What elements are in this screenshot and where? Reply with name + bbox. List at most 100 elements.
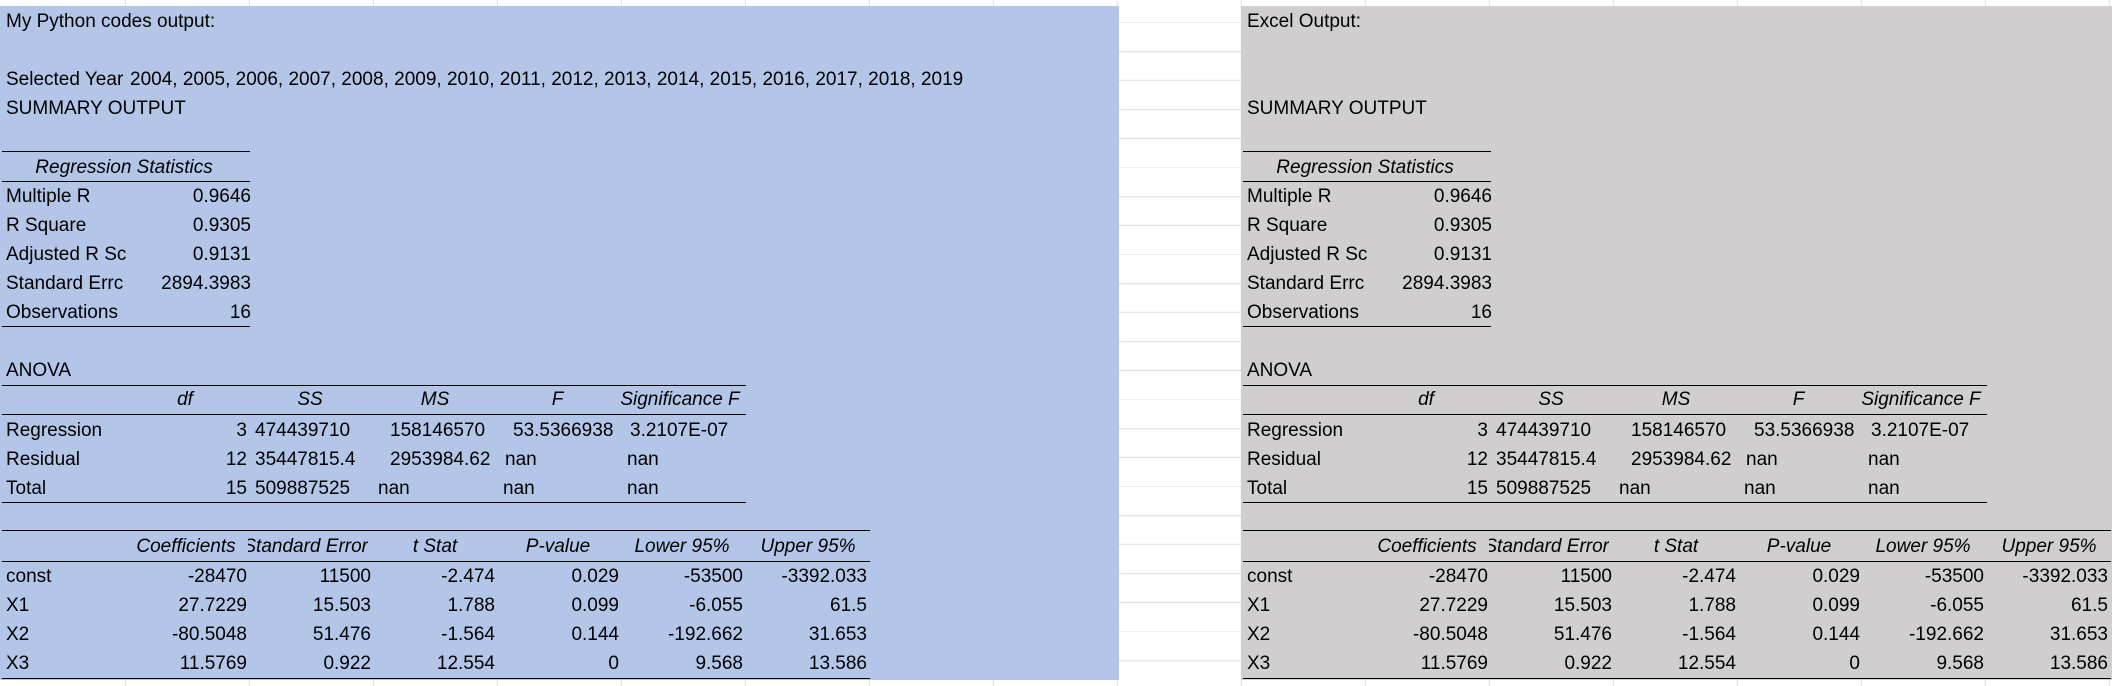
anova-significance[interactable]: nan <box>1868 478 1900 499</box>
coef-value[interactable]: 27.7229 <box>178 595 247 616</box>
stat-label[interactable]: R Square <box>6 215 87 236</box>
anova-ms[interactable]: nan <box>1619 478 1651 499</box>
coef-header-standard-error[interactable]: Standard Error <box>248 536 368 557</box>
coef-upper-95[interactable]: -3392.033 <box>781 566 867 587</box>
coef-header-standard-error[interactable]: Standard Error <box>1489 536 1609 557</box>
anova-row-label[interactable]: Total <box>1247 478 1288 499</box>
anova-ss[interactable]: 474439710 <box>1496 420 1592 441</box>
anova-f[interactable]: nan <box>503 478 535 499</box>
coef-t-stat[interactable]: 1.788 <box>1688 595 1736 616</box>
coef-header-lower-95[interactable]: Lower 95% <box>1875 536 1971 557</box>
coef-upper-95[interactable]: 61.5 <box>2071 595 2108 616</box>
coef-lower-95[interactable]: 9.568 <box>695 653 743 674</box>
coef-p-value[interactable]: 0.029 <box>1812 566 1860 587</box>
anova-ms[interactable]: 158146570 <box>1631 420 1727 441</box>
anova-ms[interactable]: 2953984.62 <box>390 449 491 470</box>
anova-header-df[interactable]: df <box>1418 389 1434 410</box>
stat-label[interactable]: Adjusted R Sc <box>1247 244 1368 265</box>
anova-header-significance-f[interactable]: Significance F <box>620 389 740 410</box>
coef-header-coefficients[interactable]: Coefficients <box>136 536 236 557</box>
selected-year-label[interactable]: Selected Year <box>6 69 124 90</box>
anova-header-ss[interactable]: SS <box>1538 389 1564 410</box>
coef-p-value[interactable]: 0.099 <box>571 595 619 616</box>
stat-value[interactable]: 2894.3983 <box>1402 273 1492 294</box>
coef-t-stat[interactable]: -1.564 <box>1682 624 1736 645</box>
coef-row-label[interactable]: X2 <box>1247 624 1271 645</box>
coef-value[interactable]: 27.7229 <box>1419 595 1488 616</box>
selected-years-list[interactable]: 2004, 2005, 2006, 2007, 2008, 2009, 2010… <box>130 69 964 90</box>
coef-p-value[interactable]: 0.144 <box>571 624 619 645</box>
stat-value[interactable]: 0.9131 <box>1433 244 1492 265</box>
stat-label[interactable]: Multiple R <box>6 186 91 207</box>
coef-row-label[interactable]: X3 <box>6 653 30 674</box>
stat-value[interactable]: 16 <box>229 302 251 323</box>
excel-heading[interactable]: Excel Output: <box>1247 11 1362 32</box>
stat-value[interactable]: 2894.3983 <box>161 273 251 294</box>
anova-df[interactable]: 15 <box>225 478 247 499</box>
anova-significance[interactable]: 3.2107E-07 <box>630 420 729 441</box>
coef-value[interactable]: -80.5048 <box>1412 624 1488 645</box>
stat-value[interactable]: 0.9305 <box>1433 215 1492 236</box>
coef-p-value[interactable]: 0.144 <box>1812 624 1860 645</box>
stat-value[interactable]: 0.9131 <box>192 244 251 265</box>
coef-upper-95[interactable]: -3392.033 <box>2022 566 2108 587</box>
anova-f[interactable]: 53.5366938 <box>513 420 614 441</box>
coef-standard-error[interactable]: 51.476 <box>312 624 371 645</box>
stat-label[interactable]: Standard Errc <box>6 273 124 294</box>
stat-label[interactable]: Standard Errc <box>1247 273 1365 294</box>
anova-significance[interactable]: 3.2107E-07 <box>1871 420 1970 441</box>
coef-lower-95[interactable]: -6.055 <box>689 595 743 616</box>
python-heading[interactable]: My Python codes output: <box>6 11 216 32</box>
coef-lower-95[interactable]: -192.662 <box>667 624 743 645</box>
coef-upper-95[interactable]: 31.653 <box>2049 624 2108 645</box>
anova-f[interactable]: nan <box>505 449 537 470</box>
coef-header-p-value[interactable]: P-value <box>1766 536 1832 557</box>
coef-standard-error[interactable]: 0.922 <box>1564 653 1612 674</box>
coef-standard-error[interactable]: 11500 <box>1560 566 1612 587</box>
anova-header-f[interactable]: F <box>1792 389 1805 410</box>
regression-statistics-title[interactable]: Regression Statistics <box>35 157 213 178</box>
coef-value[interactable]: -80.5048 <box>171 624 247 645</box>
coef-row-label[interactable]: const <box>1247 566 1293 587</box>
anova-df[interactable]: 12 <box>1466 449 1488 470</box>
coef-row-label[interactable]: X2 <box>6 624 30 645</box>
stat-label[interactable]: Observations <box>6 302 118 323</box>
coef-header-t-stat[interactable]: t Stat <box>1653 536 1699 557</box>
stat-value[interactable]: 0.9646 <box>1433 186 1492 207</box>
summary-output-title[interactable]: SUMMARY OUTPUT <box>6 98 186 119</box>
coef-standard-error[interactable]: 11500 <box>319 566 371 587</box>
coef-p-value[interactable]: 0 <box>1849 653 1860 674</box>
coef-upper-95[interactable]: 61.5 <box>830 595 867 616</box>
coef-header-upper-95[interactable]: Upper 95% <box>760 536 856 557</box>
coef-header-t-stat[interactable]: t Stat <box>412 536 458 557</box>
stat-label[interactable]: Adjusted R Sc <box>6 244 127 265</box>
stat-value[interactable]: 16 <box>1470 302 1492 323</box>
anova-f[interactable]: nan <box>1746 449 1778 470</box>
anova-df[interactable]: 3 <box>1477 420 1488 441</box>
coef-row-label[interactable]: X3 <box>1247 653 1271 674</box>
coef-p-value[interactable]: 0.029 <box>571 566 619 587</box>
coef-lower-95[interactable]: -192.662 <box>1908 624 1984 645</box>
coef-header-upper-95[interactable]: Upper 95% <box>2001 536 2097 557</box>
coef-lower-95[interactable]: -6.055 <box>1930 595 1984 616</box>
coef-row-label[interactable]: X1 <box>1247 595 1271 616</box>
anova-ss[interactable]: 474439710 <box>255 420 351 441</box>
anova-row-label[interactable]: Regression <box>6 420 103 441</box>
coef-row-label[interactable]: const <box>6 566 52 587</box>
anova-df[interactable]: 15 <box>1466 478 1488 499</box>
anova-header-ms[interactable]: MS <box>1661 389 1691 410</box>
coef-header-lower-95[interactable]: Lower 95% <box>634 536 730 557</box>
coef-t-stat[interactable]: -2.474 <box>441 566 495 587</box>
anova-header-df[interactable]: df <box>177 389 193 410</box>
anova-significance[interactable]: nan <box>1868 449 1900 470</box>
anova-ms[interactable]: 158146570 <box>390 420 486 441</box>
anova-header-ms[interactable]: MS <box>420 389 450 410</box>
coef-lower-95[interactable]: 9.568 <box>1936 653 1984 674</box>
anova-row-label[interactable]: Residual <box>6 449 80 470</box>
anova-row-label[interactable]: Residual <box>1247 449 1321 470</box>
stat-label[interactable]: R Square <box>1247 215 1328 236</box>
anova-header-f[interactable]: F <box>551 389 564 410</box>
stat-value[interactable]: 0.9646 <box>192 186 251 207</box>
anova-header-ss[interactable]: SS <box>297 389 323 410</box>
coef-upper-95[interactable]: 13.586 <box>808 653 867 674</box>
